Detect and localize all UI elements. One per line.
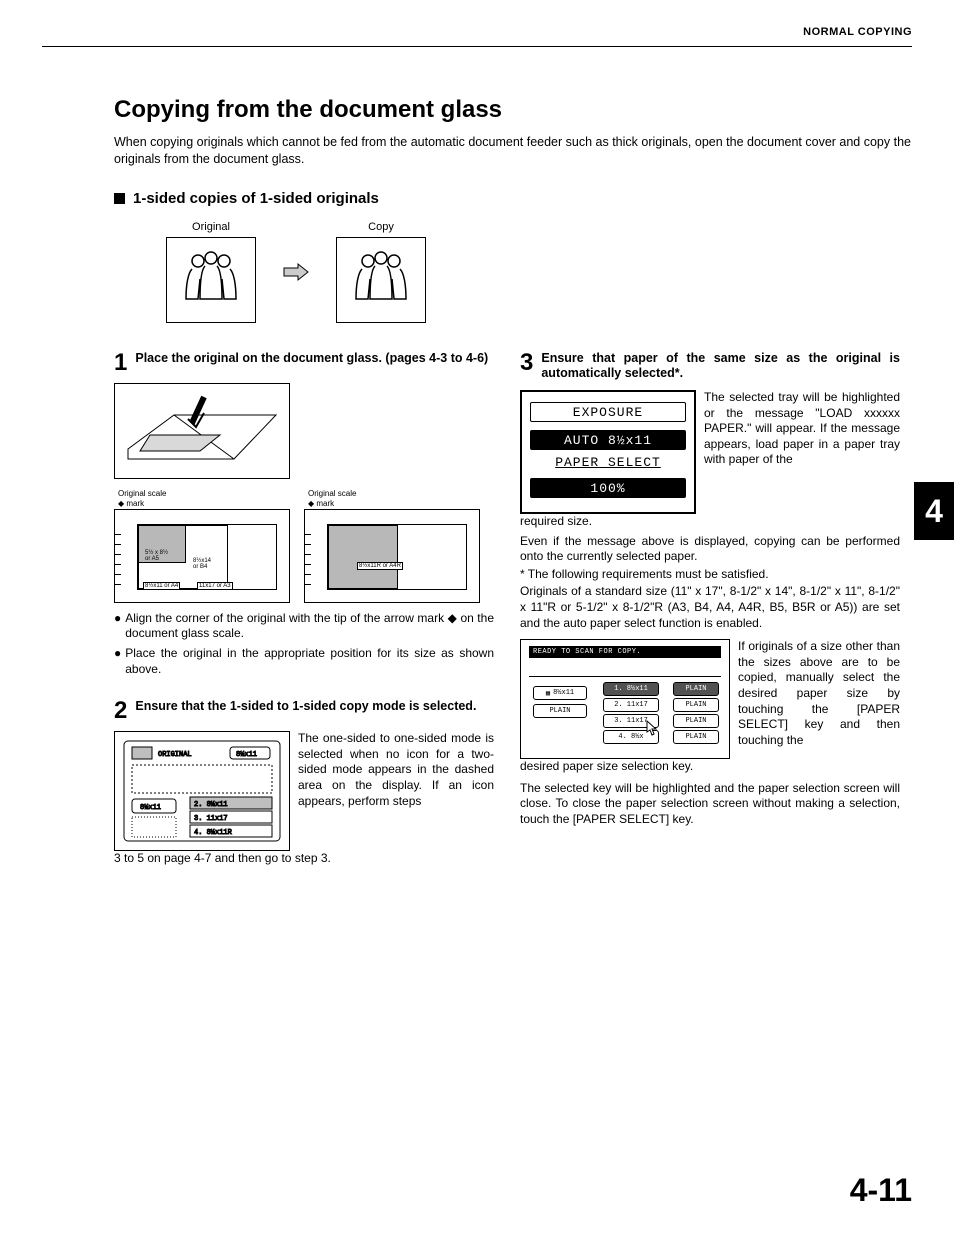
step-3-title: Ensure that paper of the same size as th… — [541, 351, 900, 382]
subheading-row: 1-sided copies of 1-sided originals — [114, 190, 912, 207]
s: 11x17 — [627, 701, 648, 709]
scanner-illustration-icon — [122, 389, 282, 473]
page-number: 4-11 — [850, 1172, 912, 1209]
step-3-header: 3 Ensure that paper of the same size as … — [520, 351, 900, 382]
scanner-figure — [114, 383, 290, 479]
step-1-title: Place the original on the document glass… — [135, 351, 488, 375]
right-column: 3 Ensure that paper of the same size as … — [520, 351, 900, 867]
touch-left-1: ▦8½x11 — [533, 686, 587, 700]
touch-row-4-type: PLAIN — [673, 730, 719, 744]
step3-body1-tail: required size. — [520, 514, 900, 530]
step1-bullet-1: ● Align the corner of the original with … — [114, 611, 494, 642]
subheading: 1-sided copies of 1-sided originals — [133, 190, 379, 207]
scale-label: Original scale — [118, 489, 166, 498]
step-2-number: 2 — [114, 699, 127, 723]
glass-left: 5½ x 8½ or A5 8½x14 or B4 8½x11 or A4 11… — [114, 509, 290, 603]
bullet-text: Place the original in the appropriate po… — [125, 646, 494, 677]
size-c: 8½x11 or A4 — [143, 582, 180, 590]
s: 8½x — [631, 733, 644, 741]
original-label: Original — [192, 221, 230, 233]
step-3-number: 3 — [520, 351, 533, 382]
people-icon — [176, 245, 246, 315]
glass-right: 8½x11R or A4R — [304, 509, 480, 603]
touch-row-3-type: PLAIN — [673, 714, 719, 728]
touch-left-1-text: 8½x11 — [553, 689, 574, 697]
mark-label-text: mark — [126, 499, 144, 508]
s: 8½x11 — [627, 685, 648, 693]
svg-text:4. 8½x11R: 4. 8½x11R — [194, 828, 233, 837]
page-title: Copying from the document glass — [114, 96, 912, 124]
step2-tail: 3 to 5 on page 4-7 and then go to step 3… — [114, 851, 494, 867]
bullet-icon: ● — [114, 646, 121, 677]
step3-body4: Originals of a standard size (11" x 17",… — [520, 584, 900, 631]
step-1-number: 1 — [114, 351, 127, 375]
touch-row-2-type: PLAIN — [673, 698, 719, 712]
n: 1. — [614, 685, 622, 693]
touch-row-2-size: 2. 11x17 — [603, 698, 659, 712]
step-2-title: Ensure that the 1-sided to 1-sided copy … — [135, 699, 476, 723]
size-a: 5½ x 8½ or A5 — [145, 550, 168, 562]
step3-body2: Even if the message above is displayed, … — [520, 534, 900, 565]
panel-figure: ORIGINAL 8½x11 8½x11 2. 8½x11 — [114, 731, 290, 851]
header-section: NORMAL COPYING — [803, 26, 912, 38]
glass-scale-figures: Original scale ◆ mark 5½ x 8½ or A5 8½x1… — [114, 489, 494, 603]
size-d: 11x17 or A3 — [197, 582, 233, 590]
lcd-row-2: AUTO 8½x11 — [530, 430, 686, 450]
copy-label: Copy — [368, 221, 394, 233]
step-2-header: 2 Ensure that the 1-sided to 1-sided cop… — [114, 699, 494, 723]
n: 3. — [614, 717, 622, 725]
size-right-a: 8½x11R or A4R — [357, 562, 403, 570]
bullet-text: Align the corner of the original with th… — [125, 611, 494, 642]
svg-text:8½x11: 8½x11 — [140, 803, 161, 812]
touch-left-2: PLAIN — [533, 704, 587, 718]
svg-text:3. 11x17: 3. 11x17 — [194, 815, 228, 823]
n: 4. — [618, 733, 626, 741]
people-icon — [346, 245, 416, 315]
lcd-row-1: EXPOSURE — [530, 402, 686, 422]
scale-label: Original scale — [308, 489, 356, 498]
step-1-header: 1 Place the original on the document gla… — [114, 351, 494, 375]
original-copy-figure: Original Copy — [166, 221, 912, 323]
step3-body6: The selected key will be highlighted and… — [520, 781, 900, 828]
svg-text:ORIGINAL: ORIGINAL — [158, 751, 192, 759]
square-bullet-icon — [114, 193, 125, 204]
bullet-icon: ● — [114, 611, 121, 642]
svg-text:8½x11: 8½x11 — [236, 750, 257, 759]
touch-row-1-type: PLAIN — [673, 682, 719, 696]
step3-body3: * The following requirements must be sat… — [520, 567, 900, 583]
intro-text: When copying originals which cannot be f… — [114, 134, 912, 168]
svg-text:2. 8½x11: 2. 8½x11 — [194, 800, 228, 809]
original-box — [166, 237, 256, 323]
panel-illustration-icon: ORIGINAL 8½x11 8½x11 2. 8½x11 — [118, 735, 286, 847]
lcd-figure: EXPOSURE AUTO 8½x11 PAPER SELECT 100% — [520, 390, 696, 514]
header-rule — [42, 46, 912, 47]
chapter-tab: 4 — [914, 482, 954, 540]
size-b: 8½x14 or B4 — [193, 558, 211, 570]
n: 2. — [614, 701, 622, 709]
mark-label-text: mark — [316, 499, 334, 508]
step1-bullet-2: ● Place the original in the appropriate … — [114, 646, 494, 677]
left-column: 1 Place the original on the document gla… — [114, 351, 494, 867]
mark-label: ◆ mark — [118, 499, 144, 508]
cursor-icon — [645, 720, 657, 736]
lcd-row-3: PAPER SELECT — [530, 452, 686, 472]
touch-figure: READY TO SCAN FOR COPY. ▦8½x11 PLAIN 1. … — [520, 639, 730, 759]
lcd-row-4: 100% — [530, 478, 686, 498]
touch-row-1-size: 1. 8½x11 — [603, 682, 659, 696]
copy-box — [336, 237, 426, 323]
touch-header: READY TO SCAN FOR COPY. — [529, 646, 721, 658]
step3-body5-tail: desired paper size selection key. — [520, 759, 900, 775]
arrow-right-icon — [282, 262, 310, 282]
mark-label: ◆ mark — [308, 499, 334, 508]
